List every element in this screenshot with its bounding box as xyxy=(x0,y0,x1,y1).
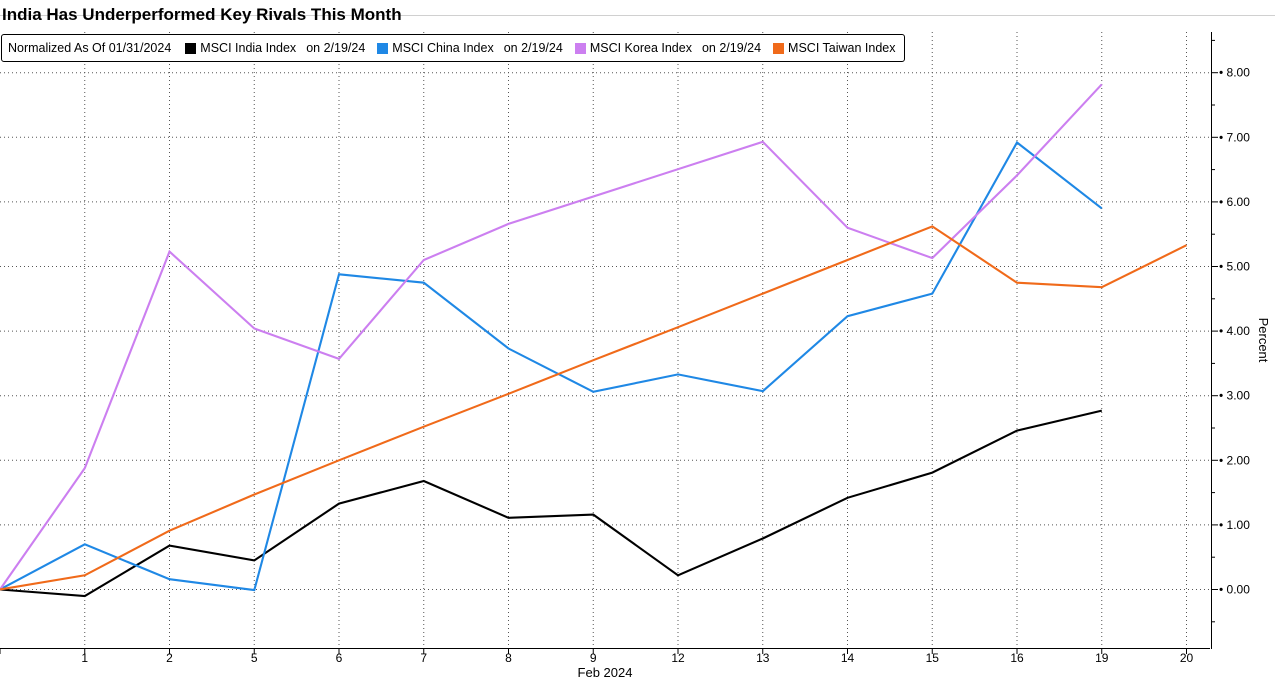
y-tick-label: • 8.00 xyxy=(1219,66,1250,80)
legend-suffix-china: on 2/19/24 xyxy=(503,41,563,55)
grid-lines xyxy=(0,32,1210,648)
legend-item-china[interactable]: MSCI China Index on 2/19/24 xyxy=(377,41,563,55)
x-tick-label: 14 xyxy=(841,651,855,665)
series-line-msci-india-index xyxy=(0,409,1103,598)
legend-label-india: MSCI India Index xyxy=(200,41,297,55)
x-tick-label: 9 xyxy=(590,651,597,665)
x-tick-label: 5 xyxy=(251,651,258,665)
series-line-msci-china-index xyxy=(0,140,1103,592)
y-tick-label: • 0.00 xyxy=(1219,583,1250,597)
x-tick-label: 20 xyxy=(1180,651,1194,665)
legend-suffix-korea: on 2/19/24 xyxy=(701,41,762,55)
legend-swatch-taiwan xyxy=(773,42,785,54)
legend-label-china: MSCI China Index xyxy=(392,41,494,55)
legend-label-taiwan: MSCI Taiwan Index xyxy=(788,41,896,55)
x-tick-label: 6 xyxy=(336,651,343,665)
x-tick-label: 16 xyxy=(1010,651,1024,665)
axes xyxy=(0,15,1275,654)
legend: Normalized As Of 01/31/2024 MSCI India I… xyxy=(1,34,905,62)
legend-suffix-india: on 2/19/24 xyxy=(306,41,366,55)
x-tick-label: 19 xyxy=(1095,651,1109,665)
x-axis-title: Feb 2024 xyxy=(578,665,633,680)
y-tick-label: • 2.00 xyxy=(1219,453,1250,467)
legend-note: Normalized As Of 01/31/2024 xyxy=(8,41,172,55)
x-tick-label: 8 xyxy=(505,651,512,665)
legend-item-taiwan[interactable]: MSCI Taiwan Index xyxy=(773,41,896,55)
y-tick-label: • 4.00 xyxy=(1219,324,1250,338)
x-tick-label: 13 xyxy=(756,651,770,665)
y-tick-label: • 5.00 xyxy=(1219,260,1250,274)
series-line-msci-taiwan-index xyxy=(0,225,1187,591)
series-lines xyxy=(0,83,1187,598)
legend-swatch-china xyxy=(377,42,389,54)
y-tick-label: • 1.00 xyxy=(1219,518,1250,532)
legend-swatch-korea xyxy=(574,42,586,54)
legend-item-india[interactable]: MSCI India Index on 2/19/24 xyxy=(185,41,365,55)
x-tick-label: 12 xyxy=(671,651,685,665)
x-tick-label: 15 xyxy=(926,651,940,665)
x-tick-label: 1 xyxy=(81,651,88,665)
tick-labels: 1 2 5 6 7 8 9 12 13 14 15 16 19 20• 0.00• 1.00• 2.00•… xyxy=(81,66,1250,665)
legend-label-korea: MSCI Korea Index xyxy=(589,41,692,55)
series-line-msci-korea-index xyxy=(0,83,1103,591)
x-tick-label: 2 xyxy=(166,651,173,665)
chart-title: India Has Underperformed Key Rivals This… xyxy=(2,5,402,24)
y-axis-title: Percent xyxy=(1256,318,1271,363)
legend-item-korea[interactable]: MSCI Korea Index on 2/19/24 xyxy=(574,41,762,55)
legend-swatch-india xyxy=(185,42,197,54)
y-tick-label: • 3.00 xyxy=(1219,389,1250,403)
y-tick-label: • 6.00 xyxy=(1219,195,1250,209)
x-tick-label: 7 xyxy=(420,651,427,665)
y-tick-label: • 7.00 xyxy=(1219,130,1250,144)
